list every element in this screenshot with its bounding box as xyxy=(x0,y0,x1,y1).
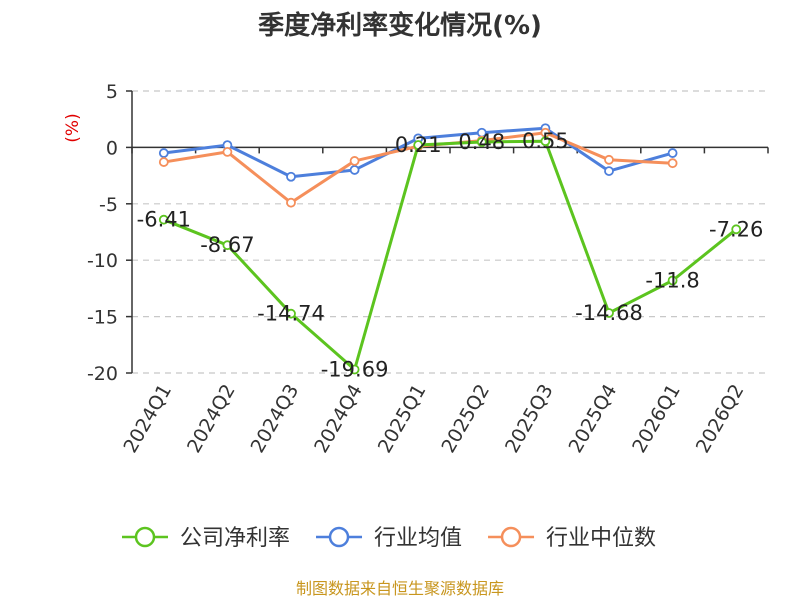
chart-title: 季度净利率变化情况(%) xyxy=(258,10,542,41)
data-point[interactable] xyxy=(158,214,169,225)
y-tick-label: -15 xyxy=(87,307,118,329)
series-lines xyxy=(158,123,742,375)
data-label: -14.74 xyxy=(257,302,325,326)
x-tick-label: 2024Q3 xyxy=(247,381,304,457)
source-note: 制图数据来自恒生聚源数据库 xyxy=(296,579,504,598)
data-point[interactable] xyxy=(286,171,296,182)
data-point[interactable] xyxy=(349,165,360,175)
data-label: 0.48 xyxy=(458,130,505,154)
data-label: 0.55 xyxy=(522,129,569,153)
data-point[interactable] xyxy=(413,140,424,150)
y-tick-label: -5 xyxy=(99,194,118,216)
x-tick-label: 2024Q1 xyxy=(119,381,176,457)
legend-label[interactable]: 行业均值 xyxy=(374,526,462,551)
legend-label[interactable]: 行业中位数 xyxy=(546,526,656,551)
y-tick-label: -10 xyxy=(87,250,118,272)
legend[interactable]: 公司净利率 行业均值 行业中位数 xyxy=(122,526,656,551)
data-point[interactable] xyxy=(667,158,678,169)
data-point[interactable] xyxy=(731,224,742,235)
data-point[interactable] xyxy=(667,148,678,158)
data-point[interactable] xyxy=(476,137,487,147)
data-point[interactable] xyxy=(286,197,296,208)
data-point[interactable] xyxy=(604,154,614,165)
data-point[interactable] xyxy=(349,364,360,375)
x-tick-label: 2024Q4 xyxy=(310,381,367,457)
legend-marker[interactable] xyxy=(134,526,156,548)
x-tick-label: 2025Q1 xyxy=(374,381,431,457)
y-axis-label: (%) xyxy=(63,113,83,142)
grid-lines xyxy=(132,90,768,374)
data-point[interactable] xyxy=(222,240,233,251)
legend-marker[interactable] xyxy=(500,526,522,548)
data-point[interactable] xyxy=(667,275,678,286)
y-tick-label: -20 xyxy=(87,363,118,385)
data-point[interactable] xyxy=(604,308,614,318)
series-line xyxy=(163,139,738,372)
data-point[interactable] xyxy=(158,157,169,167)
data-point[interactable] xyxy=(540,136,551,147)
x-tick-label: 2025Q2 xyxy=(437,381,494,457)
legend-label[interactable]: 公司净利率 xyxy=(180,526,290,551)
y-tick-label: 5 xyxy=(106,81,118,103)
x-tick-label: 2026Q2 xyxy=(692,381,749,457)
data-label: -19.69 xyxy=(321,358,389,382)
data-point[interactable] xyxy=(604,166,614,176)
data-point[interactable] xyxy=(349,156,360,166)
data-label: -14.68 xyxy=(575,301,643,325)
x-tick-label: 2025Q3 xyxy=(501,381,558,457)
data-point[interactable] xyxy=(222,147,233,157)
x-tick-label: 2025Q4 xyxy=(565,381,622,457)
x-tick-label: 2024Q2 xyxy=(183,381,240,457)
data-label: 0.21 xyxy=(395,133,442,157)
legend-marker[interactable] xyxy=(328,526,350,548)
data-label: -11.8 xyxy=(645,269,699,293)
data-label: -7.26 xyxy=(709,217,763,241)
data-point[interactable] xyxy=(158,148,169,158)
data-point[interactable] xyxy=(286,308,296,319)
y-tick-label: 0 xyxy=(106,137,118,159)
data-label: -6.41 xyxy=(137,208,191,232)
data-label: -8.67 xyxy=(200,233,254,257)
x-tick-label: 2026Q1 xyxy=(628,381,685,457)
data-labels: -6.41 -8.67 -14.74 -19.69 0.21 0.48 0.55 -14.68… xyxy=(137,129,764,381)
